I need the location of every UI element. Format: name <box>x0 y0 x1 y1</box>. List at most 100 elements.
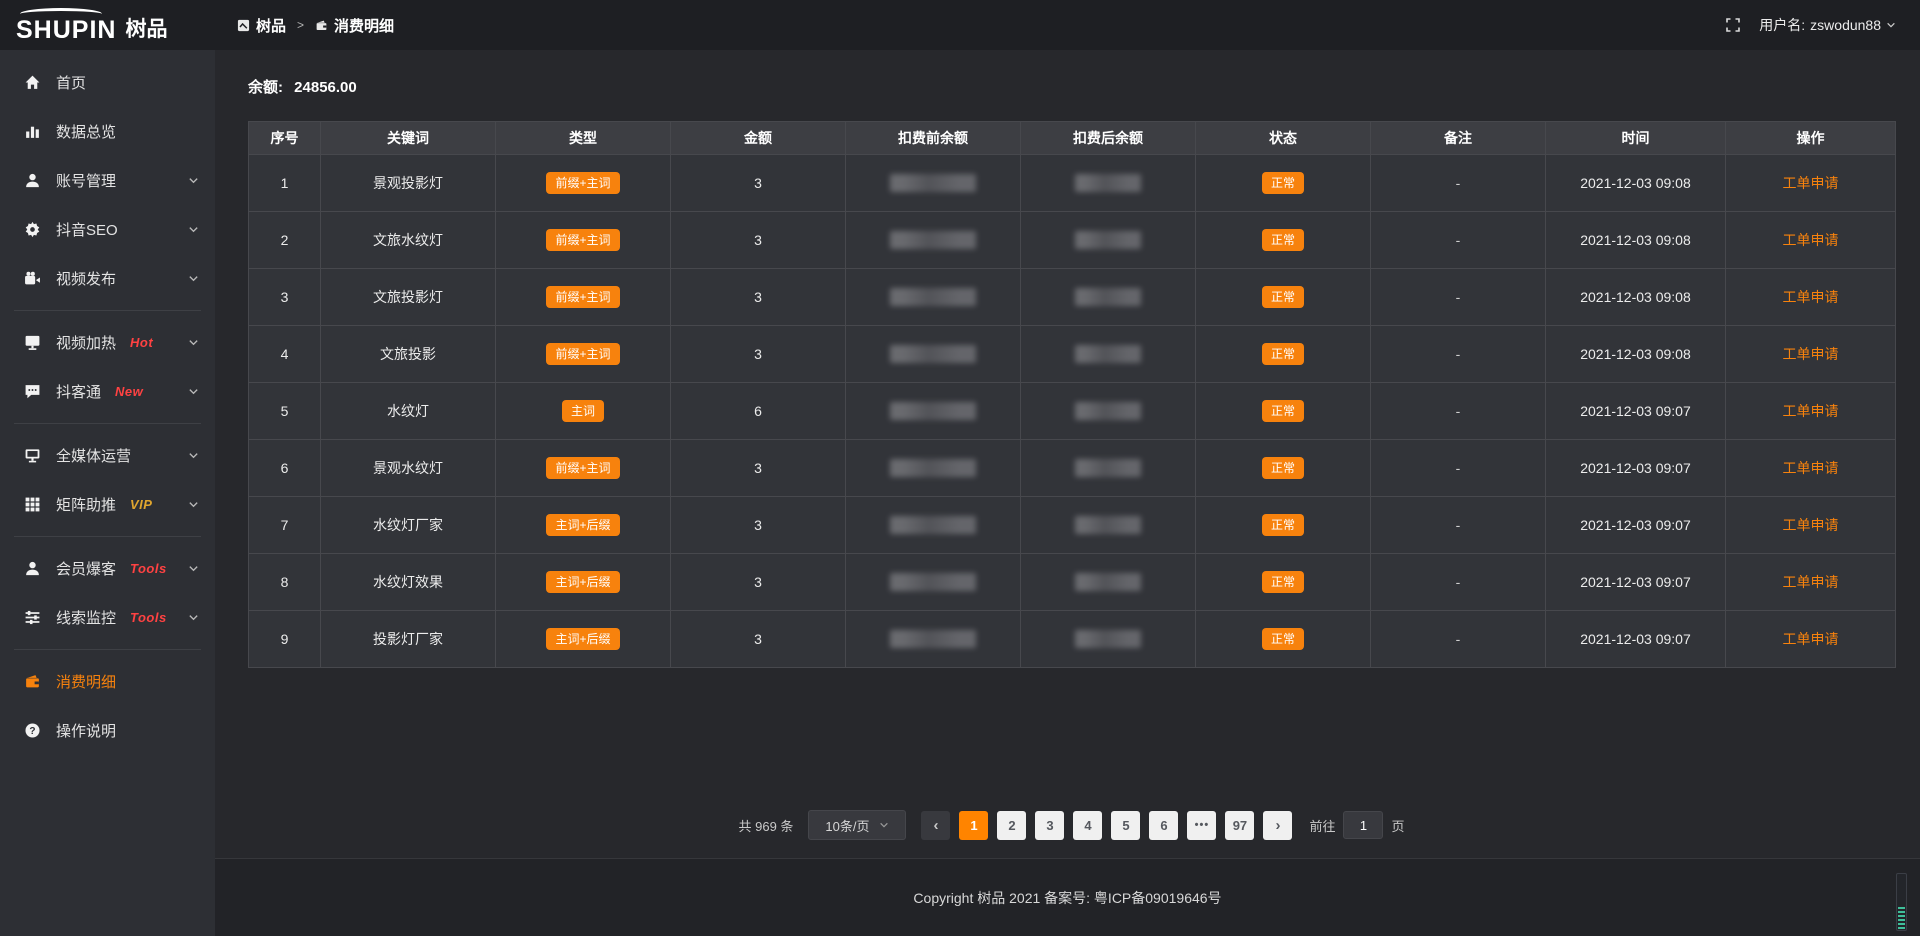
goto-unit-label: 页 <box>1391 818 1405 834</box>
table-row: 5 水纹灯 主词 6 正常 - 2021-12-03 09:07 工单申请 <box>248 382 1896 440</box>
masked-balance <box>1075 573 1141 592</box>
cell-text-keyword: 水纹灯效果 <box>373 574 443 590</box>
sidebar-item-account-mgmt[interactable]: 账号管理 <box>0 156 215 205</box>
cell-type: 主词 <box>495 382 671 440</box>
cell-keyword: 投影灯厂家 <box>320 610 496 668</box>
sidebar-item-video-heat[interactable]: 视频加热 Hot <box>0 318 215 367</box>
status-badge: 正常 <box>1261 627 1304 651</box>
sidebar-item-label: 数据总览 <box>56 124 117 141</box>
sidebar-item-video-publish[interactable]: 视频发布 <box>0 254 215 303</box>
breadcrumb-item-home[interactable]: 树品 <box>237 15 286 36</box>
page-button-97[interactable]: 97 <box>1225 810 1255 840</box>
masked-balance <box>1075 402 1141 421</box>
work-order-link[interactable]: 工单申请 <box>1782 574 1839 590</box>
goto-page-input[interactable] <box>1343 811 1384 839</box>
sidebar-item-home[interactable]: 首页 <box>0 58 215 107</box>
cell-time: 2021-12-03 09:08 <box>1545 154 1726 212</box>
sidebar-item-douyin-seo[interactable]: 抖音SEO <box>0 205 215 254</box>
sidebar-item-matrix-boost[interactable]: 矩阵助推 VIP <box>0 480 215 529</box>
sidebar-item-member-baoke[interactable]: 会员爆客 Tools <box>0 544 215 593</box>
sidebar-item-clue-monitor[interactable]: 线索监控 Tools <box>0 593 215 642</box>
page-button-6[interactable]: 6 <box>1149 810 1179 840</box>
cell-status: 正常 <box>1195 439 1371 497</box>
wallet-icon <box>316 20 327 30</box>
cell-text-keyword: 水纹灯 <box>387 403 429 419</box>
cell-text-time: 2021-12-03 09:08 <box>1580 175 1691 191</box>
cell-action: 工单申请 <box>1725 268 1896 326</box>
cell-text-amount: 3 <box>754 574 762 590</box>
goto-page: 前往 页 <box>1309 811 1404 839</box>
cell-amount: 3 <box>670 268 846 326</box>
sidebar-item-label: 矩阵助推 <box>56 497 117 514</box>
masked-balance <box>1075 630 1141 649</box>
status-badge: 正常 <box>1261 285 1304 309</box>
grid-icon <box>24 496 41 513</box>
type-badge: 前缀+主词 <box>546 456 620 480</box>
cell-amount: 6 <box>670 382 846 440</box>
cell-post <box>1020 211 1196 269</box>
work-order-link[interactable]: 工单申请 <box>1782 460 1839 476</box>
cell-amount: 3 <box>670 211 846 269</box>
cell-action: 工单申请 <box>1725 553 1896 611</box>
cell-pre <box>845 211 1021 269</box>
page-button-3[interactable]: 3 <box>1035 810 1065 840</box>
cell-text-no: 7 <box>280 517 289 533</box>
page-button-4[interactable]: 4 <box>1073 810 1103 840</box>
prev-page-button[interactable]: ‹ <box>921 810 951 840</box>
user-menu[interactable]: 用户名: zswodun88 <box>1759 15 1896 35</box>
sidebar-divider <box>14 536 201 537</box>
column-header-4: 扣费前余额 <box>845 121 1021 155</box>
ellipsis-button[interactable]: ••• <box>1187 810 1217 840</box>
work-order-link[interactable]: 工单申请 <box>1782 289 1839 305</box>
page-scrollbar[interactable] <box>1896 873 1907 931</box>
work-order-link[interactable]: 工单申请 <box>1782 346 1839 362</box>
sidebar-item-instructions[interactable]: ? 操作说明 <box>0 706 215 755</box>
page-button-2[interactable]: 2 <box>997 810 1027 840</box>
cell-text-remark: - <box>1455 232 1461 248</box>
cell-text-time: 2021-12-03 09:07 <box>1580 574 1691 590</box>
sidebar-item-douketong[interactable]: 抖客通 New <box>0 367 215 416</box>
status-badge: 正常 <box>1261 228 1304 252</box>
sidebar-item-label: 线索监控 <box>56 610 117 627</box>
chevron-down-icon <box>188 450 199 461</box>
masked-balance <box>1075 516 1141 535</box>
page-size-select[interactable]: 10条/页 <box>808 810 907 840</box>
cell-status: 正常 <box>1195 496 1371 554</box>
chevron-down-icon <box>1887 22 1895 28</box>
work-order-link[interactable]: 工单申请 <box>1782 403 1839 419</box>
masked-balance <box>1075 231 1141 250</box>
next-page-button[interactable]: › <box>1263 810 1293 840</box>
question-icon: ? <box>24 722 41 739</box>
total-count-label: 共 969 条 <box>738 818 794 834</box>
chevron-down-icon <box>188 337 199 348</box>
sidebar-item-data-overview[interactable]: 数据总览 <box>0 107 215 156</box>
work-order-link[interactable]: 工单申请 <box>1782 232 1839 248</box>
type-badge: 主词 <box>561 399 604 423</box>
masked-balance <box>1075 459 1141 478</box>
cell-pre <box>845 382 1021 440</box>
cell-no: 9 <box>248 610 321 668</box>
sidebar-item-media-ops[interactable]: 全媒体运营 <box>0 431 215 480</box>
logo-text-en: SHUPIN <box>16 7 116 43</box>
cell-text-time: 2021-12-03 09:07 <box>1580 460 1691 476</box>
type-badge: 前缀+主词 <box>546 228 620 252</box>
work-order-link[interactable]: 工单申请 <box>1782 175 1839 191</box>
fullscreen-icon[interactable] <box>1725 17 1741 33</box>
cell-keyword: 水纹灯效果 <box>320 553 496 611</box>
work-order-link[interactable]: 工单申请 <box>1782 631 1839 647</box>
cell-action: 工单申请 <box>1725 211 1896 269</box>
page-button-1[interactable]: 1 <box>959 810 989 840</box>
cell-type: 主词+后缀 <box>495 553 671 611</box>
page-button-5[interactable]: 5 <box>1111 810 1141 840</box>
work-order-link[interactable]: 工单申请 <box>1782 517 1839 533</box>
type-badge: 主词+后缀 <box>546 513 620 537</box>
masked-balance <box>890 231 976 250</box>
cell-time: 2021-12-03 09:07 <box>1545 382 1726 440</box>
sidebar-item-consumption[interactable]: 消费明细 <box>0 657 215 706</box>
breadcrumb-item-current[interactable]: 消费明细 <box>315 15 394 36</box>
cell-status: 正常 <box>1195 382 1371 440</box>
table-row: 7 水纹灯厂家 主词+后缀 3 正常 - 2021-12-03 09:07 工单申请 <box>248 496 1896 554</box>
column-header-6: 状态 <box>1195 121 1371 155</box>
display-icon <box>24 334 41 351</box>
